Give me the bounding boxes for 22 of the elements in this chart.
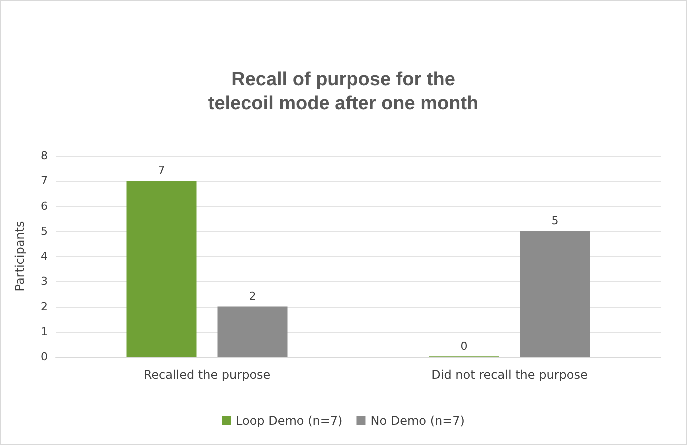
y-tick-label: 6 [41,200,48,213]
x-tick-label: Recalled the purpose [144,368,271,382]
bar [126,181,197,357]
bar [218,306,288,357]
y-axis-title: Participants [13,221,27,292]
y-tick-label: 4 [41,250,48,263]
x-tick-label: Did not recall the purpose [432,368,588,382]
y-tick-label: 3 [41,275,48,288]
y-tick-label: 5 [41,224,48,238]
y-tick-label: 2 [41,300,48,314]
data-label: 0 [460,340,468,353]
y-tick-label: 8 [41,150,48,162]
data-label: 2 [249,290,256,303]
legend-label: Loop Demo (n=7) [236,414,343,428]
y-tick-label: 0 [41,350,48,364]
y-tick-label: 7 [41,174,48,188]
bar [520,231,590,357]
legend-label: No Demo (n=7) [370,414,465,428]
y-tick-label: 1 [41,325,48,338]
data-label: 7 [158,164,166,178]
data-label: 5 [552,214,559,228]
chart-title: Recall of purpose for the telecoil mode after one month [208,70,479,114]
